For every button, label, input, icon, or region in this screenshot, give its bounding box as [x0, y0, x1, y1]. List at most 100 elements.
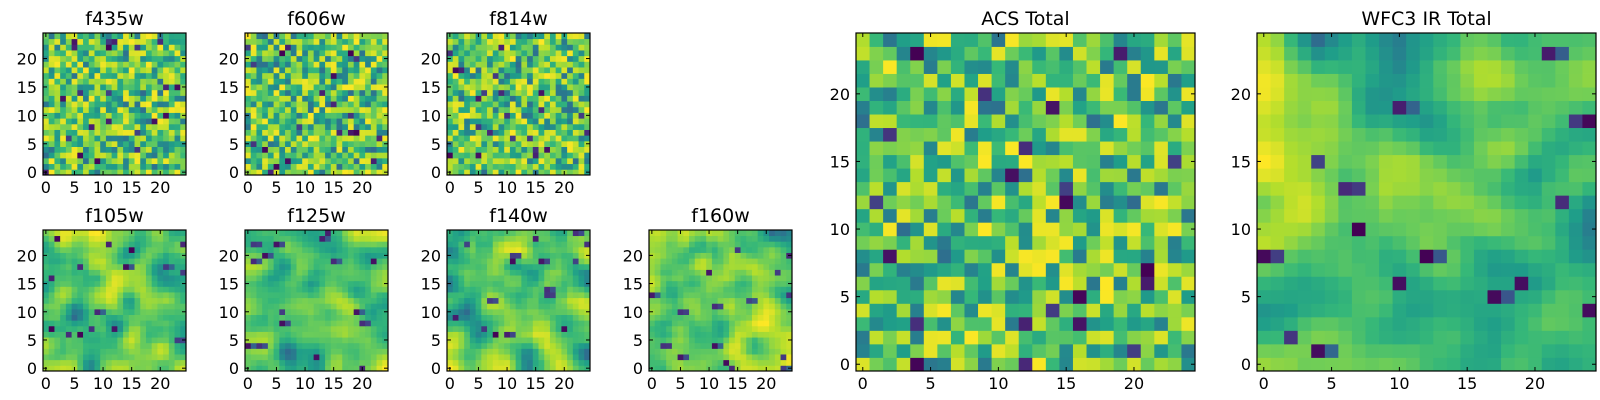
heatmap-cell: [521, 152, 528, 159]
heatmap-cell: [285, 230, 292, 237]
heatmap-cell: [769, 354, 776, 361]
heatmap-cell: [769, 308, 776, 315]
heatmap-cell: [279, 314, 286, 321]
heatmap-cell: [751, 263, 759, 270]
heatmap-cell: [353, 95, 360, 102]
heatmap-cell: [549, 308, 557, 315]
heatmap-cell: [527, 337, 534, 344]
heatmap-cell: [1005, 168, 1020, 183]
heatmap-cell: [256, 169, 263, 176]
heatmap-cell: [370, 123, 377, 130]
heatmap-cell: [128, 348, 135, 355]
heatmap-cell: [285, 157, 292, 165]
heatmap-cell: [54, 72, 61, 79]
heatmap-cell: [302, 67, 309, 74]
heatmap-cell: [48, 354, 55, 361]
heatmap-cell: [365, 354, 372, 361]
heatmap-cell: [532, 252, 539, 259]
heatmap-cell: [285, 50, 292, 57]
heatmap-cell: [163, 308, 170, 315]
heatmap-cell: [319, 50, 326, 57]
heatmap-cell: [180, 67, 187, 74]
heatmap-cell: [370, 38, 377, 45]
heatmap-cell: [498, 331, 505, 338]
heatmap-cell: [163, 241, 170, 248]
heatmap-cell: [469, 129, 476, 136]
heatmap-cell: [729, 337, 736, 344]
heatmap-cell: [48, 169, 55, 176]
heatmap-cell: [151, 325, 158, 332]
heatmap-cell: [285, 331, 292, 338]
heatmap-cell: [313, 140, 320, 147]
heatmap-cell: [296, 72, 303, 79]
heatmap-cell: [163, 286, 170, 293]
heatmap-cell: [60, 235, 67, 242]
heatmap-cell: [549, 67, 557, 74]
heatmap-cell: [376, 280, 383, 287]
heatmap-cell: [757, 337, 764, 344]
heatmap-cell: [376, 44, 383, 51]
heatmap-cell: [330, 320, 337, 327]
heatmap-cell: [336, 314, 343, 321]
heatmap-cell: [700, 235, 707, 242]
heatmap-cell: [504, 297, 511, 304]
heatmap-cell: [544, 308, 551, 315]
heatmap-cell: [330, 297, 337, 304]
heatmap-cell: [780, 320, 787, 327]
heatmap-cell: [660, 314, 667, 321]
heatmap-cell: [769, 235, 776, 242]
heatmap-cell: [319, 33, 326, 40]
x-tick-label: 10: [295, 374, 315, 393]
heatmap-cell: [77, 331, 84, 338]
heatmap-cell: [515, 95, 522, 102]
heatmap-cell: [786, 320, 793, 327]
heatmap-cell: [313, 61, 320, 68]
heatmap-cell: [65, 275, 72, 282]
heatmap-cell: [100, 118, 107, 125]
heatmap-cell: [71, 286, 78, 293]
heatmap-cell: [285, 241, 292, 248]
heatmap-cell: [452, 275, 459, 282]
heatmap-cell: [330, 157, 337, 165]
heatmap-cell: [561, 84, 568, 91]
heatmap-cell: [145, 246, 153, 253]
heatmap-cell: [174, 258, 181, 265]
heatmap-cell: [896, 357, 911, 372]
heatmap-cell: [734, 354, 741, 361]
heatmap-cell: [336, 331, 343, 338]
heatmap-cell: [475, 67, 482, 74]
heatmap-cell: [273, 44, 280, 51]
y-tick-label: 0: [431, 163, 441, 182]
heatmap-cell: [54, 320, 61, 327]
heatmap-cell: [60, 325, 67, 332]
heatmap-cell: [382, 163, 389, 170]
heatmap-cell: [313, 314, 320, 321]
heatmap-cell: [279, 359, 286, 366]
heatmap-cell: [290, 235, 297, 242]
heatmap-cell: [250, 78, 257, 85]
heatmap-cell: [1100, 343, 1115, 358]
heatmap-cell: [544, 297, 551, 304]
heatmap-cell: [527, 72, 534, 79]
heatmap-cell: [370, 342, 377, 349]
heatmap-cell: [666, 303, 673, 310]
heatmap-cell: [347, 354, 355, 361]
heatmap-cell: [111, 297, 118, 304]
heatmap-cell: [711, 297, 719, 304]
heatmap-cell: [262, 235, 269, 242]
heatmap-cell: [285, 365, 292, 372]
heatmap-cell: [111, 112, 118, 119]
heatmap-cell: [77, 292, 84, 299]
heatmap-cell: [475, 38, 482, 45]
heatmap-cell: [654, 292, 661, 299]
heatmap-cell: [296, 354, 303, 361]
heatmap-cell: [769, 258, 776, 265]
heatmap-cell: [65, 89, 72, 96]
heatmap-cell: [83, 303, 90, 310]
heatmap-cell: [65, 123, 72, 130]
heatmap-cell: [267, 337, 274, 344]
heatmap-cell: [729, 348, 736, 355]
heatmap-cell: [746, 246, 753, 253]
heatmap-cell: [290, 67, 297, 74]
heatmap-cell: [174, 263, 181, 270]
